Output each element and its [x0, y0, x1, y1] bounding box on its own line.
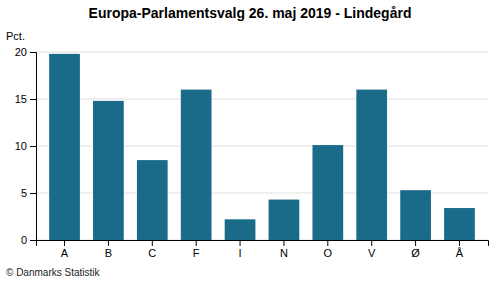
grid: [36, 52, 488, 240]
bar: [444, 208, 475, 240]
grid-line: [36, 52, 488, 53]
y-tick: 20: [15, 46, 36, 58]
y-tick-mark: [30, 240, 36, 241]
y-tick-label: 10: [15, 140, 27, 152]
x-tick-label: F: [193, 247, 200, 259]
x-tick: A: [61, 240, 69, 259]
y-axis-line: [30, 53, 37, 241]
x-tick: B: [105, 240, 112, 259]
bar: [269, 200, 300, 240]
y-tick-label: 0: [21, 234, 27, 246]
y-tick: 10: [15, 140, 36, 152]
x-tick-mark: [459, 240, 460, 246]
bar: [312, 145, 343, 240]
chart: Europa-Parlamentsvalg 26. maj 2019 - Lin…: [0, 0, 500, 282]
bar: [356, 90, 387, 240]
bar: [137, 160, 168, 240]
x-tick: Ø: [411, 240, 420, 259]
x-tick-mark: [64, 240, 65, 246]
x-tick-label: I: [239, 247, 242, 259]
bar: [225, 219, 256, 240]
x-tick-mark: [152, 240, 153, 246]
x-tick: Å: [456, 240, 464, 259]
title: Europa-Parlamentsvalg 26. maj 2019 - Lin…: [89, 5, 412, 21]
x-tick-label: Å: [456, 247, 464, 259]
y-tick-mark: [30, 146, 36, 147]
x-tick-mark: [108, 240, 109, 246]
x-tick-label: O: [324, 247, 333, 259]
x-tick-mark: [327, 240, 328, 246]
plot: A B C F I N O V Ø Å 0 5 10 15 20: [15, 46, 489, 259]
x-tick-mark: [415, 240, 416, 246]
x-tick-label: V: [368, 247, 376, 259]
y-tick: 15: [15, 93, 36, 105]
x-tick-label: C: [148, 247, 156, 259]
footer: © Danmarks Statistik: [6, 267, 101, 278]
x-tick-mark: [371, 240, 372, 246]
bar: [93, 101, 124, 240]
y-tick-mark: [30, 52, 36, 53]
y-tick-mark: [30, 193, 36, 194]
x-tick-label: A: [61, 247, 69, 259]
bar: [400, 190, 431, 240]
y-tick-mark: [30, 99, 36, 100]
x-tick-label: N: [280, 247, 288, 259]
bar: [49, 54, 80, 240]
y-tick: 0: [21, 234, 36, 246]
x-tick: N: [280, 240, 288, 259]
x-axis-line: [37, 241, 489, 247]
grid-line: [36, 99, 488, 100]
x-tick: I: [239, 240, 242, 259]
x-tick-mark: [240, 240, 241, 246]
x-axis: ABCFINOVØÅ: [37, 240, 489, 259]
y-tick-label: 5: [21, 187, 27, 199]
y-tick-label: 20: [15, 46, 27, 58]
x-tick-label: Ø: [411, 247, 420, 259]
x-tick: C: [148, 240, 156, 259]
y-tick: 5: [21, 187, 36, 199]
y-tick-label: 15: [15, 93, 27, 105]
x-tick: V: [368, 240, 376, 259]
bars: [49, 54, 475, 240]
x-tick-mark: [196, 240, 197, 246]
x-tick: F: [193, 240, 200, 259]
x-tick-mark: [283, 240, 284, 246]
x-tick: O: [324, 240, 333, 259]
y-label: Pct.: [6, 30, 25, 42]
x-tick-label: B: [105, 247, 112, 259]
y-axis: 0 5 10 15 20: [15, 46, 37, 246]
bar: [181, 90, 212, 240]
